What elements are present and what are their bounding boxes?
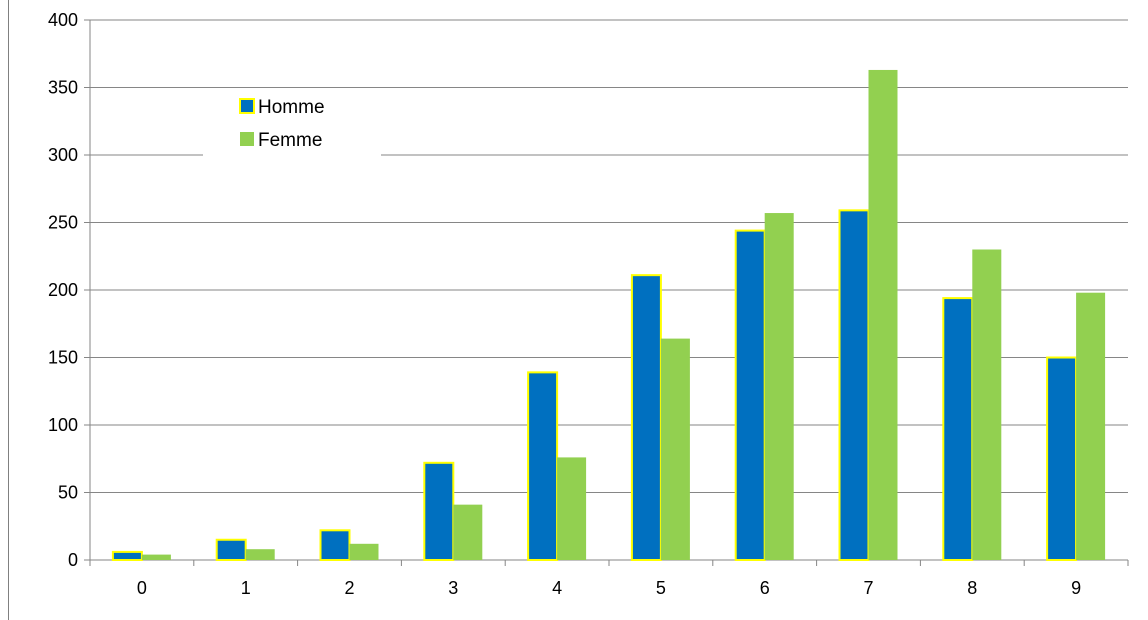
bar-femme xyxy=(764,213,794,561)
bar-femme xyxy=(1076,292,1106,560)
x-tick-label: 2 xyxy=(344,578,354,598)
bar-homme xyxy=(942,297,974,561)
bar-femme xyxy=(349,543,379,560)
y-tick-label: 0 xyxy=(68,550,78,570)
legend-swatch-homme xyxy=(239,98,255,114)
bar-femme xyxy=(245,549,275,560)
bar-homme xyxy=(838,209,870,561)
bar-homme xyxy=(111,550,143,562)
bar-homme xyxy=(423,461,455,561)
bar-homme xyxy=(215,538,247,561)
y-tick-label: 400 xyxy=(48,10,78,30)
bar-femme xyxy=(453,504,483,560)
x-tick-label: 7 xyxy=(863,578,873,598)
bar-femme xyxy=(972,249,1002,560)
legend-swatch-femme xyxy=(240,132,254,146)
bar-femme xyxy=(141,554,171,560)
frame-border xyxy=(8,0,9,620)
x-tick-label: 9 xyxy=(1071,578,1081,598)
bar-homme xyxy=(319,529,351,561)
legend: Homme Femme xyxy=(203,88,381,156)
bar-homme xyxy=(527,371,559,561)
bar-femme xyxy=(557,457,587,560)
y-tick-label: 100 xyxy=(48,415,78,435)
bar-femme xyxy=(868,69,898,560)
x-tick-label: 3 xyxy=(448,578,458,598)
x-tick-label: 8 xyxy=(967,578,977,598)
bar-homme xyxy=(734,229,766,561)
bar-homme xyxy=(630,274,662,561)
x-tick-label: 1 xyxy=(241,578,251,598)
y-tick-label: 350 xyxy=(48,78,78,98)
legend-label-homme: Homme xyxy=(258,97,325,118)
y-tick-label: 150 xyxy=(48,348,78,368)
bar-femme xyxy=(660,338,690,560)
x-tick-label: 6 xyxy=(760,578,770,598)
x-tick-label: 4 xyxy=(552,578,562,598)
x-tick-label: 0 xyxy=(137,578,147,598)
legend-background xyxy=(203,88,381,156)
x-tick-label: 5 xyxy=(656,578,666,598)
y-tick-label: 250 xyxy=(48,213,78,233)
legend-label-femme: Femme xyxy=(258,130,322,151)
y-tick-label: 300 xyxy=(48,145,78,165)
y-tick-label: 50 xyxy=(58,483,78,503)
bar-homme xyxy=(1046,356,1078,561)
y-tick-label: 200 xyxy=(48,280,78,300)
